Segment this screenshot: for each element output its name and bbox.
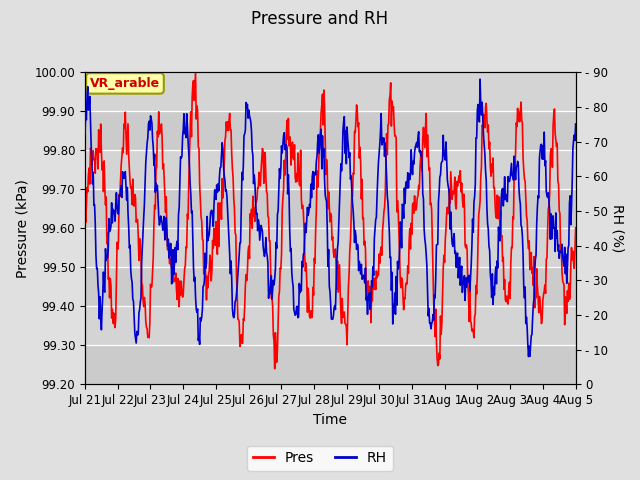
Text: VR_arable: VR_arable xyxy=(90,77,160,90)
Y-axis label: RH (%): RH (%) xyxy=(611,204,625,252)
Bar xyxy=(85,189,575,228)
Bar xyxy=(85,111,575,150)
Bar xyxy=(85,345,575,384)
Text: Pressure and RH: Pressure and RH xyxy=(252,10,388,28)
Bar xyxy=(85,306,575,345)
Bar xyxy=(85,228,575,267)
Bar xyxy=(85,267,575,306)
Bar xyxy=(85,150,575,189)
Legend: Pres, RH: Pres, RH xyxy=(248,445,392,471)
Y-axis label: Pressure (kPa): Pressure (kPa) xyxy=(15,179,29,278)
Bar xyxy=(85,72,575,111)
X-axis label: Time: Time xyxy=(314,413,348,427)
